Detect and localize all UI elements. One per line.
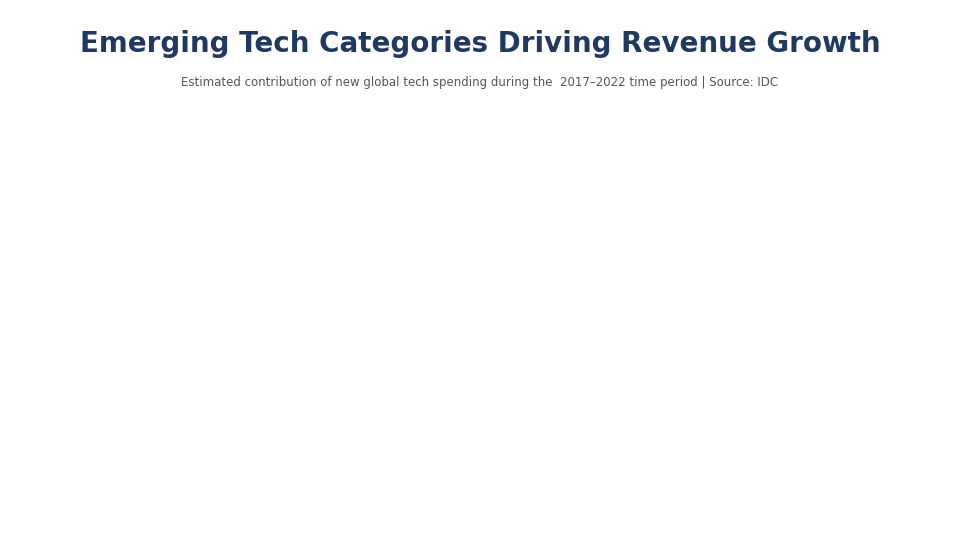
Text: o: o xyxy=(128,320,133,330)
Text: Enterprise  social software: Enterprise social software xyxy=(315,345,463,354)
Text: IoT hardware: IoT hardware xyxy=(145,296,218,306)
Text: IoT software: IoT software xyxy=(145,272,213,281)
Text: IoT connectivity: IoT connectivity xyxy=(145,345,233,354)
Text: o: o xyxy=(128,296,133,306)
Text: o: o xyxy=(298,296,304,306)
Text: KEY EMTECH GROWTH DRIVERS: KEY EMTECH GROWTH DRIVERS xyxy=(185,250,383,260)
Text: o: o xyxy=(298,320,304,330)
Text: Telecom
services (+7%): Telecom services (+7%) xyxy=(718,400,845,438)
Text: Estimated contribution of new global tech spending during the  2017–2022 time pe: Estimated contribution of new global tec… xyxy=(181,76,779,89)
Text: Percent of new tech sector revenue growth: Percent of new tech sector revenue growt… xyxy=(157,190,412,202)
Text: o: o xyxy=(128,345,133,354)
Text: o: o xyxy=(128,272,133,281)
Text: o: o xyxy=(298,272,304,281)
Text: SaaS + PaaS: SaaS + PaaS xyxy=(145,320,216,330)
Text: attributed  to emtech  categories  during 2017-2022.: attributed to emtech categories during 2… xyxy=(128,211,442,224)
Text: 50%: 50% xyxy=(184,109,384,190)
Text: Hardware
(+19%): Hardware (+19%) xyxy=(718,267,805,306)
Text: Emerging Tech Categories Driving Revenue Growth: Emerging Tech Categories Driving Revenue… xyxy=(80,30,880,58)
Text: Next gen security: Next gen security xyxy=(315,369,414,379)
Text: o: o xyxy=(298,369,304,379)
Text: Tech services (+22%): Tech services (+22%) xyxy=(507,252,696,270)
Text: Emerging tech (+109%): Emerging tech (+109%) xyxy=(98,420,334,439)
Text: AR/VR: AR/VR xyxy=(315,272,349,281)
Text: o: o xyxy=(128,369,133,379)
Text: Big data/analytics: Big data/analytics xyxy=(315,320,416,330)
Text: Robotics/drones: Robotics/drones xyxy=(145,369,233,379)
Text: AI platforms/applications: AI platforms/applications xyxy=(315,296,453,306)
Text: o: o xyxy=(298,345,304,354)
Text: Software (+44%): Software (+44%) xyxy=(507,420,660,437)
